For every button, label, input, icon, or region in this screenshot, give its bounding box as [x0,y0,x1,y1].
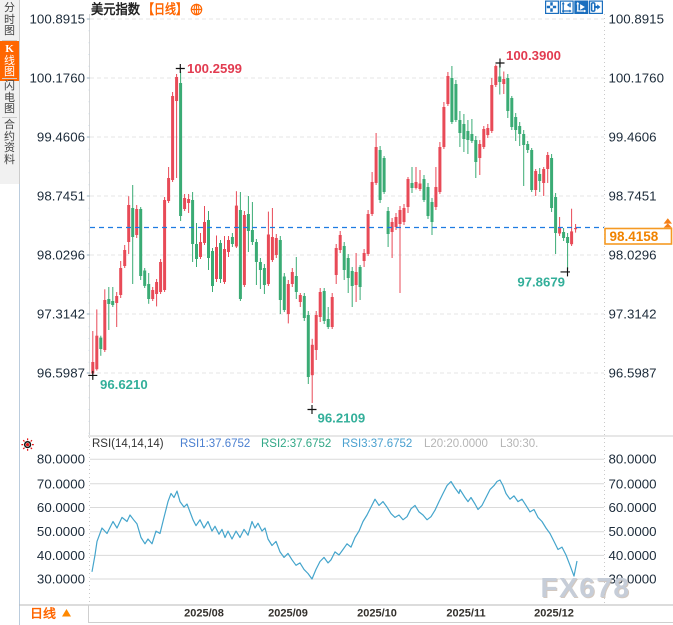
svg-text:FX678: FX678 [542,573,632,604]
svg-text:100.8915: 100.8915 [30,12,85,27]
svg-text:100.1760: 100.1760 [609,71,664,86]
svg-text:2025/12: 2025/12 [534,608,574,620]
svg-text:80.0000: 80.0000 [37,452,85,467]
svg-text:96.5987: 96.5987 [609,366,657,381]
svg-text:70.0000: 70.0000 [37,476,85,491]
svg-text:97.8679: 97.8679 [517,275,565,290]
svg-text:96.6210: 96.6210 [100,377,148,392]
svg-text:美元指数: 美元指数 [91,1,140,17]
svg-text:60.0000: 60.0000 [609,500,657,515]
svg-text:99.4606: 99.4606 [609,130,657,145]
svg-text:99.4606: 99.4606 [37,130,85,145]
svg-text:60.0000: 60.0000 [37,500,85,515]
svg-text:98.7451: 98.7451 [609,189,657,204]
svg-text:98.0296: 98.0296 [37,248,85,263]
svg-text:96.2109: 96.2109 [318,411,366,426]
svg-text:40.0000: 40.0000 [609,548,657,563]
svg-text:50.0000: 50.0000 [37,524,85,539]
svg-text:2025/10: 2025/10 [357,608,397,620]
svg-text:50.0000: 50.0000 [609,524,657,539]
svg-text:L20:20.0000: L20:20.0000 [424,438,488,450]
svg-text:100.8915: 100.8915 [609,12,664,27]
svg-text:96.5987: 96.5987 [37,366,85,381]
svg-text:日线: 日线 [30,606,56,621]
svg-text:RSI2:37.6752: RSI2:37.6752 [261,438,331,450]
svg-text:RSI(14,14,14): RSI(14,14,14) [92,438,164,450]
svg-text:70.0000: 70.0000 [609,476,657,491]
svg-text:100.1760: 100.1760 [30,71,85,86]
svg-text:FX678: FX678 [541,572,631,603]
svg-text:RSI3:37.6752: RSI3:37.6752 [342,438,412,450]
svg-text:97.3142: 97.3142 [609,307,657,322]
svg-text:100.2599: 100.2599 [187,61,242,76]
svg-text:2025/08: 2025/08 [184,608,224,620]
svg-text:30.0000: 30.0000 [37,572,85,587]
svg-text:30.0000: 30.0000 [609,572,657,587]
svg-text:98.7451: 98.7451 [37,189,85,204]
svg-text:100.3900: 100.3900 [506,48,561,63]
svg-text:80.0000: 80.0000 [609,452,657,467]
svg-text:2025/11: 2025/11 [446,608,485,620]
svg-text:97.3142: 97.3142 [37,307,85,322]
svg-text:L30:30.: L30:30. [500,438,538,450]
svg-text:2025/09: 2025/09 [268,608,308,620]
svg-text:【日线】: 【日线】 [143,1,187,17]
svg-text:98.4158: 98.4158 [610,229,659,244]
svg-text:RSI1:37.6752: RSI1:37.6752 [180,438,250,450]
svg-text:40.0000: 40.0000 [37,548,85,563]
svg-text:98.0296: 98.0296 [609,248,657,263]
